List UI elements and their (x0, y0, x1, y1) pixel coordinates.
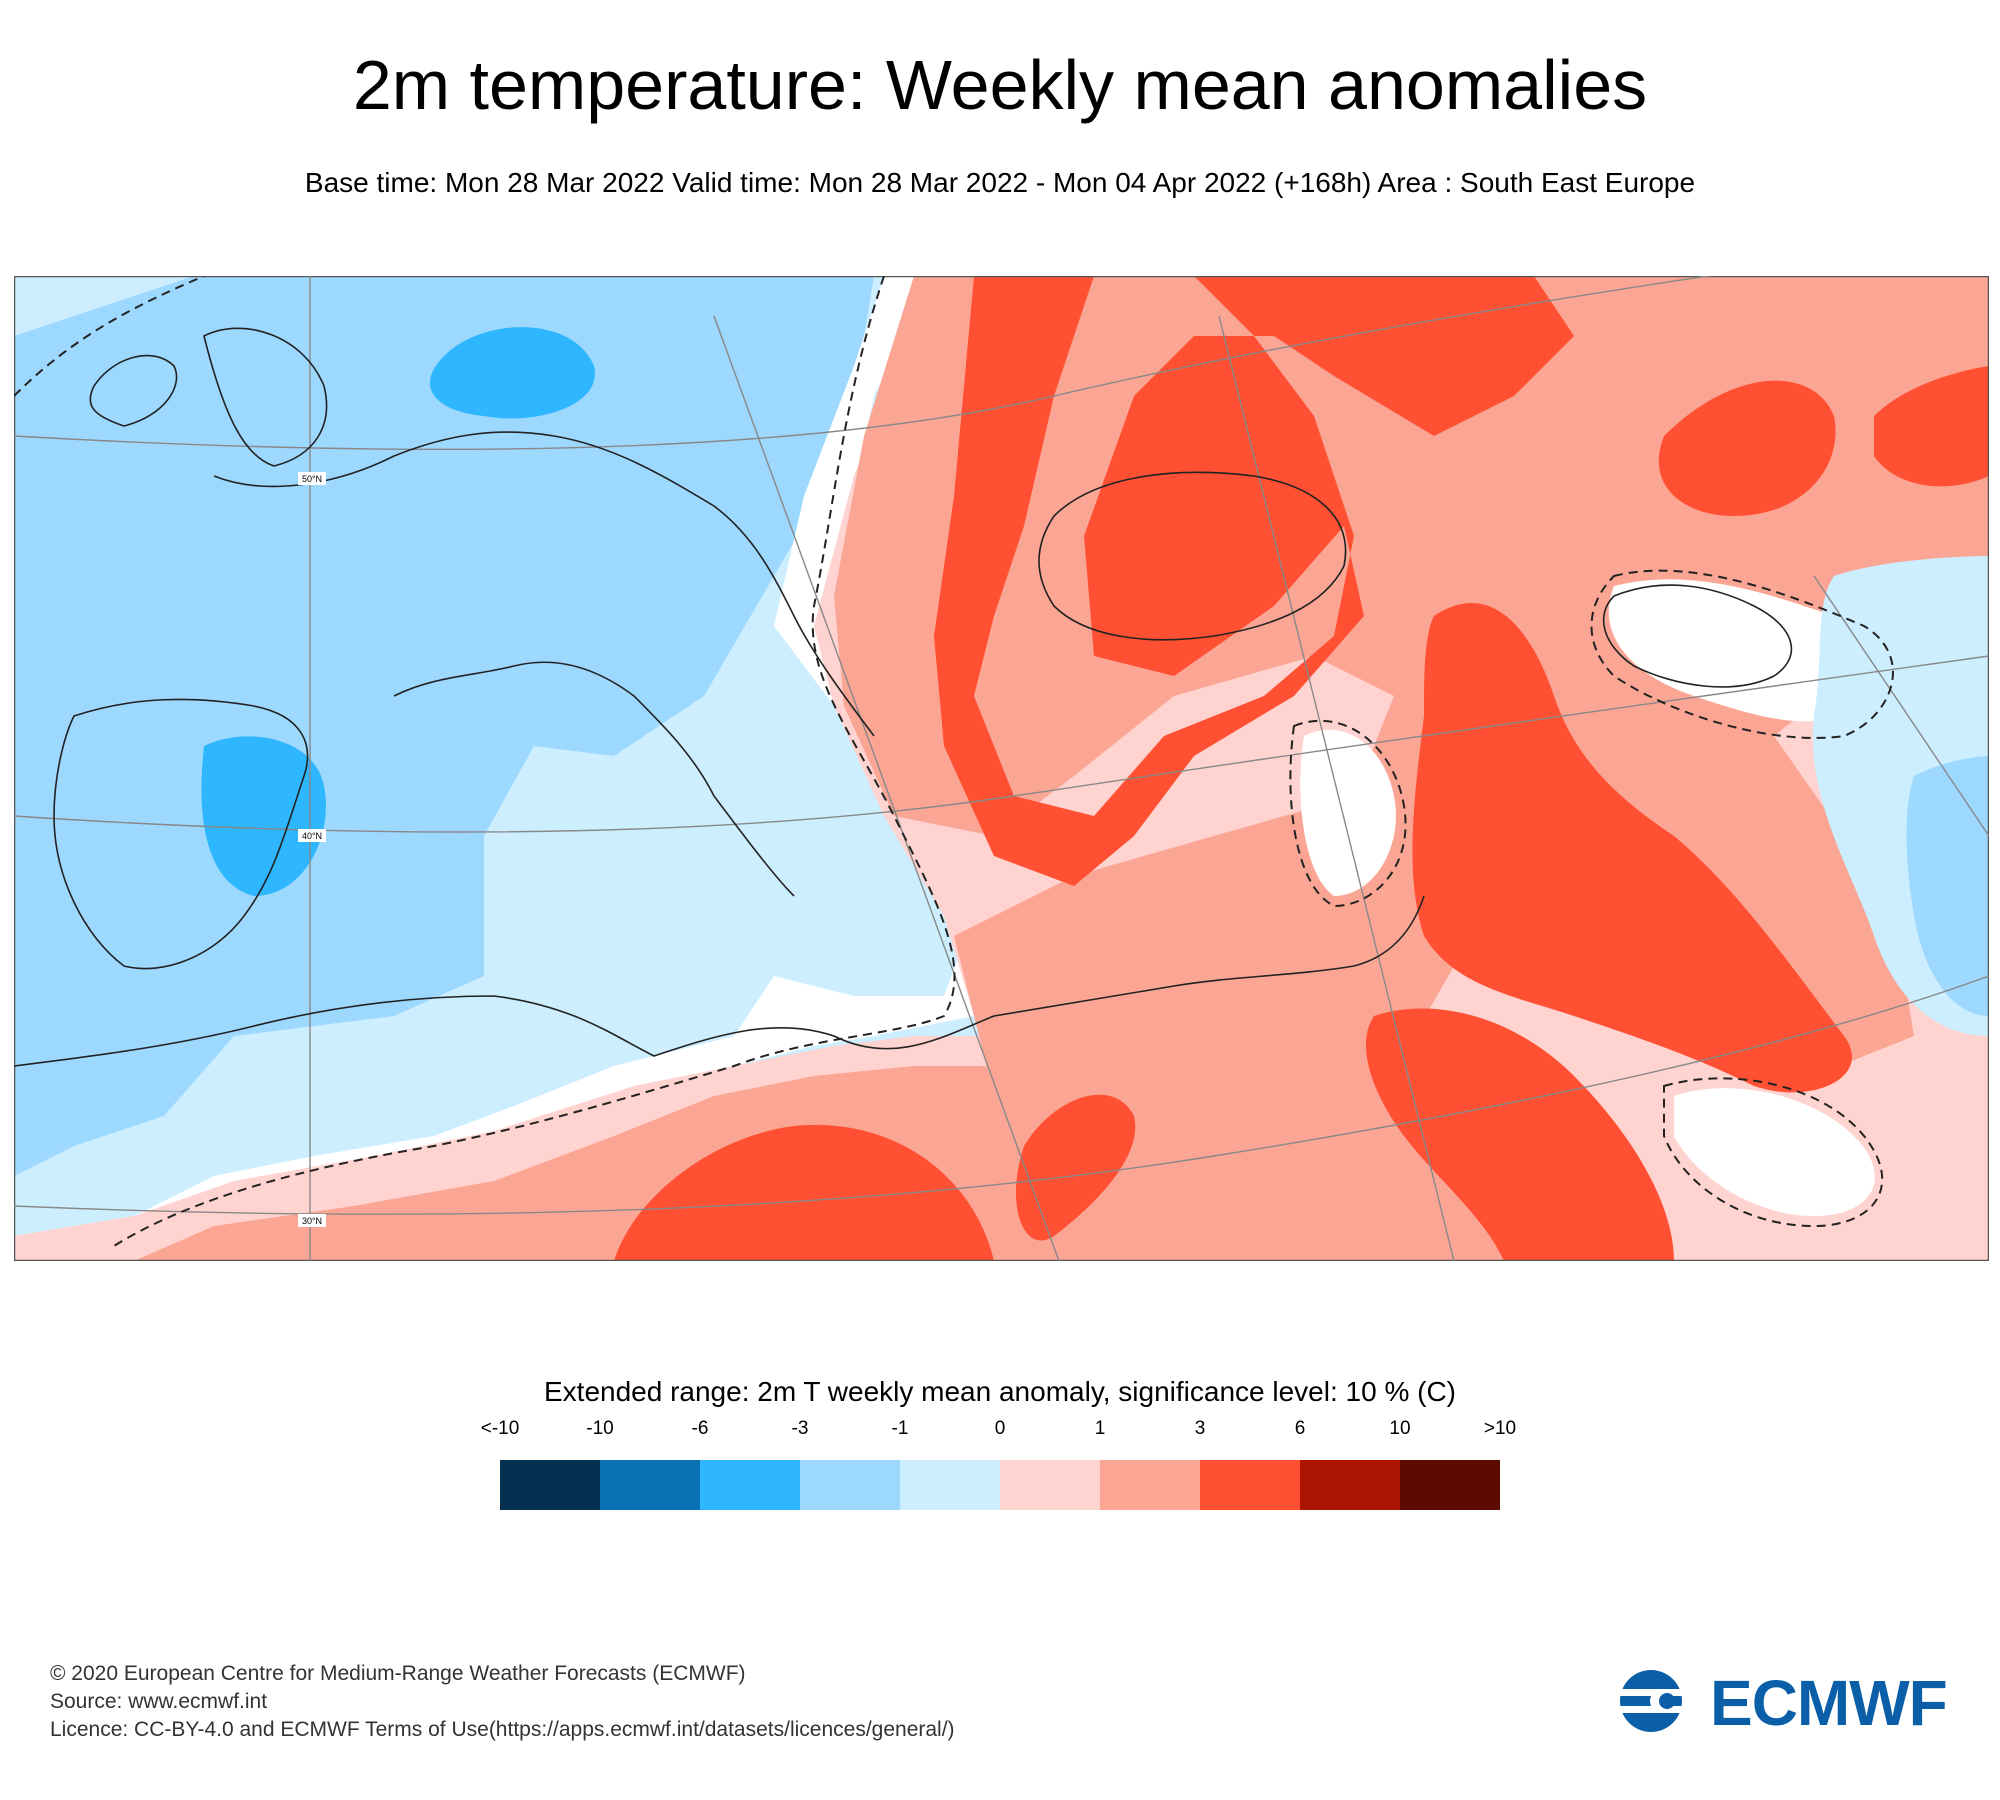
lat-label-30: 30°N (298, 1214, 326, 1227)
coastline-blacksea (1038, 471, 1347, 641)
lat-label-50: 50°N (298, 472, 326, 485)
legend-swatch (1300, 1460, 1400, 1510)
anomaly-region-m3-west (14, 276, 874, 1176)
anomaly-region-m6-spain (201, 736, 326, 896)
lon-gridline-4 (1813, 575, 1989, 837)
copyright-text: © 2020 European Centre for Medium-Range … (50, 1662, 746, 1685)
legend-tick-label: -6 (691, 1418, 709, 1439)
anomaly-region-p6-egypt (1365, 1008, 1674, 1261)
legend-swatch (1000, 1460, 1100, 1510)
legend-tick-label: 0 (994, 1418, 1006, 1439)
anomaly-map: 50°N 40°N 30°N (14, 276, 1989, 1261)
anomaly-region-m3-iran (1906, 756, 1989, 1016)
lon-gridline-2 (713, 315, 1060, 1261)
legend-swatch (1200, 1460, 1300, 1510)
legend-swatch (500, 1460, 600, 1510)
insignificant-patch-arabia (1674, 1088, 1875, 1216)
insignificant-patch-levant (1300, 729, 1396, 896)
legend-tick-label: -1 (891, 1418, 909, 1439)
significance-contour-west (14, 276, 956, 1247)
licence-text: Licence: CC-BY-4.0 and ECMWF Terms of Us… (50, 1718, 955, 1741)
svg-text:50°N: 50°N (302, 474, 322, 484)
insignificant-band-central (14, 276, 974, 1261)
anomaly-region-m6-germany (429, 327, 595, 419)
legend-tick-label: <-10 (480, 1418, 520, 1439)
lat-gridline-50 (14, 276, 1713, 451)
ecmwf-logo: ECMWF (1618, 1668, 1958, 1738)
legend-swatch (900, 1460, 1000, 1510)
legend-swatch (700, 1460, 800, 1510)
coastline-caspian (1602, 584, 1793, 688)
ecmwf-logo-icon (1618, 1670, 1702, 1732)
lat-gridline-40 (14, 655, 1989, 833)
insignificant-patch-caspian (1608, 579, 1881, 722)
map-frame (14, 276, 1989, 1261)
significance-contour-east (1590, 569, 1894, 739)
legend-tick-label: -3 (791, 1418, 809, 1439)
legend-swatch (800, 1460, 900, 1510)
legend-title: Extended range: 2m T weekly mean anomaly… (543, 1376, 1456, 1407)
color-legend: <-10 -10 -6 -3 -1 0 1 3 6 10 >10 (481, 1418, 1516, 1510)
anomaly-region-p6-libya (1015, 1094, 1136, 1241)
legend-tick-label: 6 (1294, 1418, 1306, 1439)
lat-gridline-30 (14, 975, 1989, 1215)
coastline-europe (53, 327, 875, 970)
legend-tick-label: >10 (1483, 1418, 1517, 1439)
source-text: Source: www.ecmwf.int (50, 1690, 268, 1713)
svg-text:30°N: 30°N (302, 1216, 322, 1226)
anomaly-region-p6-africa (614, 1124, 994, 1261)
legend-swatch (1400, 1460, 1500, 1510)
anomaly-map-svg: 50°N 40°N 30°N (14, 276, 1989, 1261)
legend-tick-label: -10 (586, 1418, 614, 1439)
legend-tick-label: 3 (1194, 1418, 1206, 1439)
chart-subtitle: Base time: Mon 28 Mar 2022 Valid time: M… (304, 167, 1696, 198)
lon-gridline-3 (1218, 315, 1455, 1261)
legend-tick-label: 1 (1094, 1418, 1106, 1439)
ecmwf-logo-text: ECMWF (1710, 1667, 1948, 1739)
anomaly-region-p6-russia-ne (1874, 366, 1989, 487)
svg-text:40°N: 40°N (302, 831, 322, 841)
chart-title: 2m temperature: Weekly mean anomalies (352, 46, 1648, 124)
lat-label-40: 40°N (298, 829, 326, 842)
significance-contour-arabia (1663, 1077, 1884, 1228)
coastline-africa (14, 895, 1425, 1067)
legend-swatch-row (500, 1460, 1500, 1510)
anomaly-region-p6-mideast (1412, 603, 1852, 1093)
legend-swatch (1100, 1460, 1200, 1510)
legend-swatch (600, 1460, 700, 1510)
legend-tick-label: 10 (1389, 1418, 1411, 1439)
footer: © 2020 European Centre for Medium-Range … (50, 1660, 955, 1744)
anomaly-region-p6-russia (1658, 380, 1836, 516)
anomaly-region-p6-easteurope (934, 276, 1574, 886)
